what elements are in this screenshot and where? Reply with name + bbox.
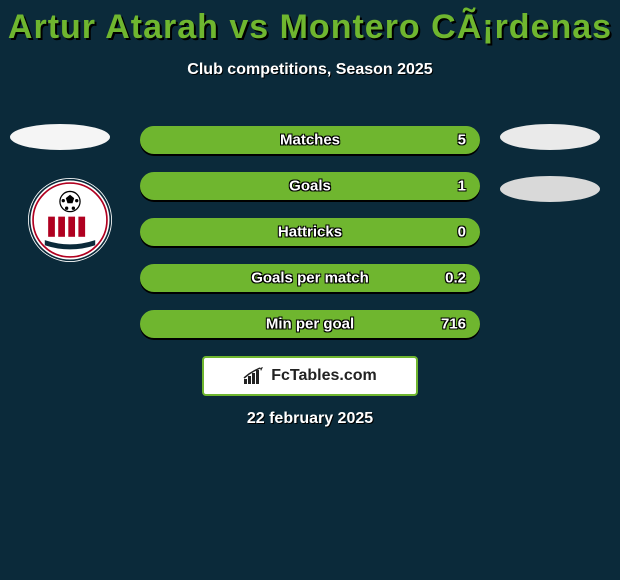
page-subtitle: Club competitions, Season 2025 (0, 61, 620, 79)
comparison-infographic: Artur Atarah vs Montero CÃ¡rdenas Club c… (0, 0, 620, 580)
stat-row-goals: Goals 1 (140, 172, 480, 200)
stat-value: 716 (441, 316, 466, 333)
stat-value: 5 (458, 132, 466, 149)
stat-value: 0 (458, 224, 466, 241)
bar-chart-icon (243, 367, 265, 385)
stats-container: Matches 5 Goals 1 Hattricks 0 Goals per … (140, 126, 480, 356)
stat-row-hattricks: Hattricks 0 (140, 218, 480, 246)
stat-row-goals-per-match: Goals per match 0.2 (140, 264, 480, 292)
stat-label: Hattricks (142, 224, 478, 241)
stat-row-matches: Matches 5 (140, 126, 480, 154)
stat-label: Goals (142, 178, 478, 195)
right-player-ellipse-1 (500, 124, 600, 150)
club-crest (28, 178, 112, 262)
brand-text: FcTables.com (271, 367, 377, 385)
stat-value: 0.2 (445, 270, 466, 287)
club-crest-icon (28, 178, 112, 262)
stat-row-min-per-goal: Min per goal 716 (140, 310, 480, 338)
stat-label: Min per goal (142, 316, 478, 333)
stat-label: Matches (142, 132, 478, 149)
right-player-ellipse-2 (500, 176, 600, 202)
stat-label: Goals per match (142, 270, 478, 287)
left-player-ellipse (10, 124, 110, 150)
stat-value: 1 (458, 178, 466, 195)
page-title: Artur Atarah vs Montero CÃ¡rdenas (0, 0, 620, 47)
date-text: 22 february 2025 (0, 410, 620, 428)
brand-box: FcTables.com (202, 356, 418, 396)
